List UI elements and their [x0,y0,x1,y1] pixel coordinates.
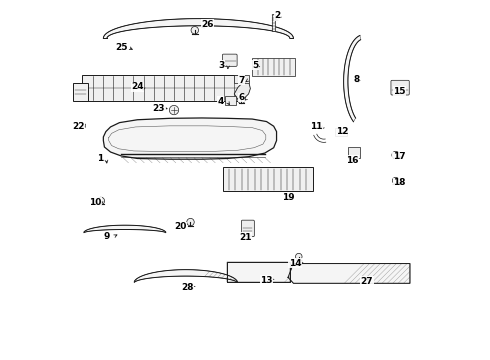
Text: 8: 8 [353,75,359,84]
Text: 1: 1 [97,154,103,163]
Text: 27: 27 [361,276,373,285]
Text: 15: 15 [393,86,405,95]
Text: 14: 14 [289,259,301,268]
Text: 11: 11 [311,122,323,131]
Text: 24: 24 [131,82,144,91]
Text: 3: 3 [219,61,225,70]
Text: 6: 6 [238,93,245,102]
FancyBboxPatch shape [335,129,347,136]
Polygon shape [234,81,250,99]
Bar [223,167,313,192]
Text: 13: 13 [260,276,273,285]
Text: 26: 26 [201,19,214,28]
Text: 19: 19 [282,193,294,202]
Polygon shape [103,118,276,159]
Circle shape [97,197,104,205]
Circle shape [191,27,198,34]
Polygon shape [103,19,294,39]
FancyBboxPatch shape [73,83,88,101]
Polygon shape [343,36,361,122]
Polygon shape [134,270,237,282]
FancyBboxPatch shape [242,220,254,237]
Polygon shape [288,264,410,283]
Text: 21: 21 [239,233,251,242]
Text: 25: 25 [115,43,127,52]
Text: 16: 16 [346,156,359,165]
Circle shape [392,151,399,159]
Text: 5: 5 [253,61,259,70]
FancyBboxPatch shape [391,80,409,95]
Polygon shape [84,225,166,233]
Text: 7: 7 [238,76,245,85]
FancyBboxPatch shape [252,58,295,76]
Text: 12: 12 [336,127,348,136]
Circle shape [187,219,194,226]
Text: 2: 2 [274,11,280,20]
FancyBboxPatch shape [82,75,240,101]
Text: 23: 23 [153,104,165,113]
FancyBboxPatch shape [234,75,248,83]
Text: 28: 28 [181,283,194,292]
Text: 9: 9 [104,232,110,241]
Circle shape [295,253,302,260]
Circle shape [170,105,179,115]
Text: 22: 22 [72,122,84,131]
FancyBboxPatch shape [348,147,360,158]
FancyBboxPatch shape [222,54,237,66]
Circle shape [392,177,399,184]
Text: 17: 17 [393,152,406,161]
Bar [272,14,275,31]
Text: 20: 20 [174,222,187,231]
Polygon shape [227,262,290,282]
Text: 4: 4 [218,96,224,105]
Text: 10: 10 [89,198,101,207]
Text: 18: 18 [393,178,405,187]
FancyBboxPatch shape [225,96,236,105]
Circle shape [238,96,245,104]
